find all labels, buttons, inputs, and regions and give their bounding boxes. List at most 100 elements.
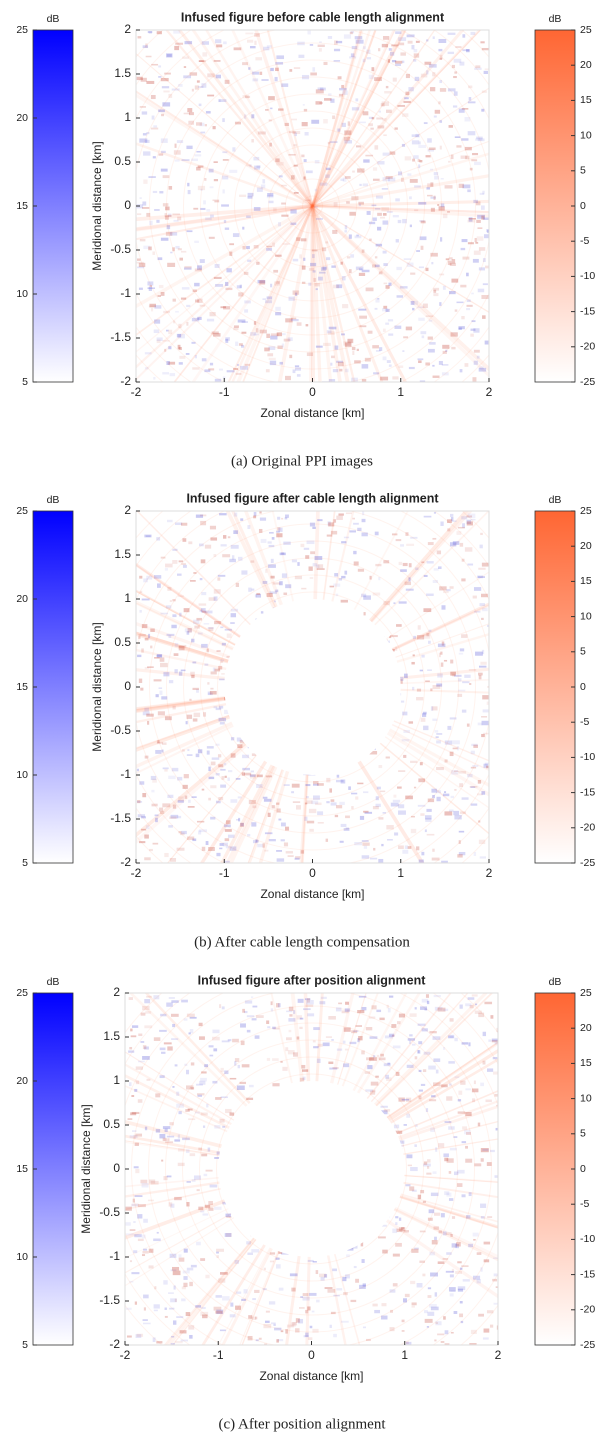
speckle: [255, 595, 257, 597]
speckle: [341, 541, 346, 543]
speckle: [194, 626, 199, 629]
speckle: [275, 62, 283, 65]
speckle: [166, 605, 171, 608]
speckle: [307, 821, 314, 824]
speckle: [438, 644, 445, 648]
speckle: [241, 1041, 245, 1045]
speckle: [481, 734, 485, 737]
speckle: [196, 122, 202, 125]
speckle: [136, 1334, 142, 1338]
speckle: [314, 206, 318, 208]
speckle: [261, 184, 265, 188]
speckle: [477, 793, 483, 795]
speckle: [474, 1081, 476, 1085]
speckle: [295, 367, 301, 370]
speckle: [409, 1040, 411, 1044]
speckle: [431, 1095, 435, 1097]
speckle: [412, 134, 419, 137]
speckle: [203, 200, 206, 204]
speckle: [188, 806, 195, 808]
speckle: [186, 353, 190, 355]
speckle: [174, 150, 181, 154]
speckle: [498, 1323, 504, 1327]
speckle: [225, 776, 227, 778]
speckle: [294, 192, 299, 194]
speckle: [190, 1153, 195, 1156]
speckle: [170, 232, 177, 235]
speckle: [360, 816, 364, 820]
speckle: [449, 257, 453, 259]
colorbar-tick-label: 20: [580, 540, 592, 552]
speckle: [156, 537, 160, 540]
speckle: [319, 41, 322, 43]
speckle: [402, 1330, 405, 1332]
speckle: [448, 1061, 455, 1064]
speckle: [397, 1021, 401, 1024]
speckle: [136, 1081, 139, 1085]
colorbar: [33, 30, 73, 382]
y-tick-label: -1: [120, 286, 131, 300]
speckle: [226, 846, 230, 848]
speckle: [183, 1271, 190, 1274]
speckle: [202, 358, 207, 361]
speckle: [248, 193, 254, 196]
speckle: [303, 1293, 309, 1296]
colorbar-tick-label: -20: [580, 822, 595, 834]
speckle: [337, 1049, 342, 1051]
speckle: [198, 1095, 203, 1097]
speckle: [221, 776, 224, 780]
speckle: [193, 718, 198, 721]
speckle: [317, 1059, 321, 1063]
speckle: [425, 680, 430, 682]
speckle: [195, 1112, 200, 1114]
speckle: [301, 850, 304, 853]
speckle: [359, 122, 366, 124]
speckle: [418, 1041, 422, 1044]
speckle: [354, 1266, 357, 1268]
speckle: [135, 1301, 137, 1304]
caption: (a) Original PPI images: [231, 453, 373, 469]
speckle: [494, 1094, 500, 1097]
speckle: [202, 611, 207, 613]
colorbar-tick-label: -15: [580, 1268, 595, 1280]
speckle: [402, 712, 407, 716]
speckle: [467, 564, 473, 566]
speckle: [240, 518, 243, 521]
speckle: [433, 1036, 441, 1040]
speckle: [141, 648, 144, 652]
speckle: [323, 62, 327, 65]
speckle: [141, 829, 146, 831]
speckle: [247, 260, 251, 262]
speckle: [487, 1162, 492, 1166]
speckle: [400, 544, 404, 546]
speckle: [263, 1288, 267, 1290]
speckle: [304, 548, 309, 550]
speckle: [165, 1308, 167, 1310]
speckle: [487, 1216, 492, 1218]
speckle: [194, 154, 201, 156]
speckle: [426, 187, 429, 189]
speckle: [383, 812, 386, 814]
speckle: [390, 151, 396, 154]
speckle: [376, 117, 382, 119]
speckle: [153, 843, 159, 845]
speckle: [150, 629, 155, 632]
speckle: [343, 1041, 346, 1044]
speckle: [444, 660, 447, 662]
speckle: [426, 1108, 428, 1112]
speckle: [307, 1306, 310, 1310]
speckle: [439, 274, 444, 276]
speckle: [298, 999, 304, 1003]
speckle: [428, 542, 434, 545]
speckle: [472, 377, 476, 381]
speckle: [193, 290, 197, 292]
speckle: [455, 1076, 460, 1078]
speckle: [231, 737, 234, 740]
speckle: [421, 561, 424, 563]
speckle: [441, 178, 444, 180]
speckle: [344, 140, 352, 143]
speckle: [465, 147, 472, 150]
speckle: [233, 233, 239, 237]
speckle: [464, 675, 470, 678]
x-tick-label: -1: [213, 1348, 224, 1362]
